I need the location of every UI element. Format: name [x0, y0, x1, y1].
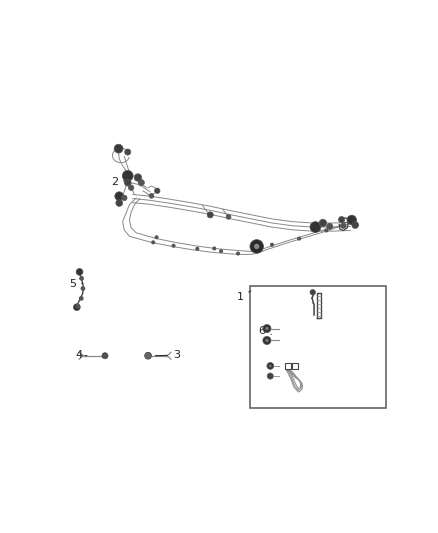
Circle shape	[125, 149, 131, 155]
Circle shape	[81, 286, 85, 291]
Circle shape	[236, 252, 240, 256]
Circle shape	[347, 215, 357, 225]
Circle shape	[138, 180, 145, 185]
Text: 3: 3	[155, 350, 180, 360]
Text: 1: 1	[237, 291, 251, 302]
Circle shape	[74, 304, 80, 311]
Circle shape	[155, 235, 159, 239]
Circle shape	[319, 219, 327, 227]
Circle shape	[254, 244, 259, 249]
Circle shape	[128, 185, 134, 190]
Circle shape	[250, 240, 264, 253]
Circle shape	[341, 223, 346, 229]
Circle shape	[263, 336, 271, 344]
Text: 6: 6	[258, 326, 271, 336]
Circle shape	[219, 249, 223, 253]
Circle shape	[212, 246, 216, 251]
Circle shape	[79, 276, 84, 281]
Circle shape	[324, 229, 328, 232]
Circle shape	[124, 179, 131, 186]
Circle shape	[195, 247, 199, 251]
Bar	[285, 363, 291, 369]
Circle shape	[75, 304, 80, 309]
Circle shape	[352, 222, 359, 229]
Circle shape	[134, 174, 141, 181]
Circle shape	[327, 223, 333, 229]
Bar	[293, 363, 298, 369]
Circle shape	[297, 237, 301, 241]
Circle shape	[263, 325, 271, 333]
Circle shape	[79, 296, 84, 301]
Circle shape	[339, 216, 345, 223]
Circle shape	[265, 327, 268, 330]
Circle shape	[122, 195, 127, 200]
Circle shape	[172, 244, 176, 248]
Circle shape	[103, 354, 107, 358]
Text: 5: 5	[69, 279, 83, 289]
Bar	[250, 286, 386, 408]
Text: 4: 4	[75, 350, 87, 360]
Circle shape	[310, 222, 321, 232]
Circle shape	[267, 373, 273, 379]
Circle shape	[226, 214, 231, 219]
Circle shape	[114, 144, 123, 153]
Circle shape	[76, 269, 83, 275]
Circle shape	[310, 289, 315, 295]
Circle shape	[155, 188, 160, 193]
Circle shape	[265, 339, 268, 342]
Circle shape	[149, 193, 154, 198]
Circle shape	[269, 365, 272, 367]
Circle shape	[207, 212, 213, 218]
Circle shape	[102, 353, 108, 359]
Circle shape	[116, 199, 123, 206]
Circle shape	[122, 171, 133, 181]
Circle shape	[151, 240, 155, 245]
Circle shape	[267, 362, 274, 369]
Text: 2: 2	[111, 177, 128, 187]
Circle shape	[115, 192, 124, 200]
Circle shape	[270, 243, 274, 247]
Circle shape	[145, 352, 152, 359]
